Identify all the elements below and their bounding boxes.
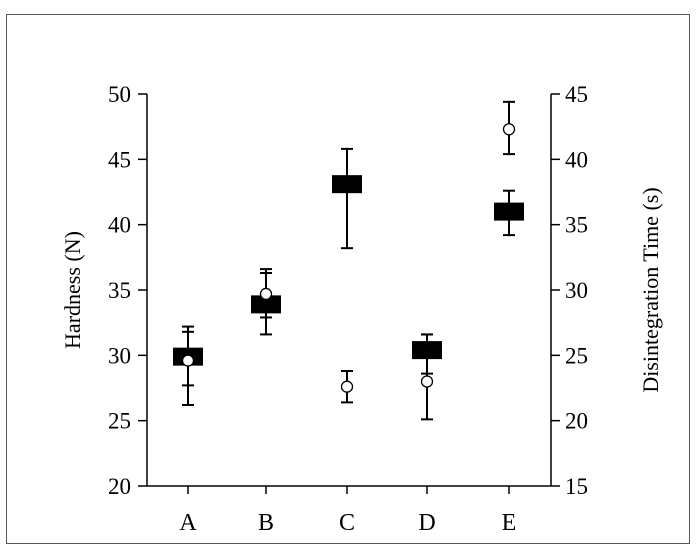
axes [146, 94, 552, 487]
data-marks [173, 100, 524, 421]
left-tick-label: 50 [108, 82, 131, 107]
left-tick-label: 35 [108, 278, 131, 303]
left-tick-label: 45 [108, 147, 131, 172]
x-tick-label: C [339, 510, 355, 532]
right-tick-label: 20 [565, 409, 588, 434]
disintegration-point [502, 123, 516, 136]
left-tick-label: 20 [108, 474, 131, 499]
left-tick-label: 40 [108, 213, 131, 238]
left-ticks: 20 25 30 35 40 45 50 [108, 82, 147, 499]
disintegration-point [340, 380, 354, 393]
right-tick-label: 40 [565, 147, 588, 172]
left-tick-label: 25 [108, 409, 131, 434]
x-tick-label: A [179, 510, 197, 532]
disintegration-point [181, 354, 195, 367]
disintegration-point [259, 287, 273, 301]
right-tick-label: 15 [565, 474, 588, 499]
hardness-point [332, 175, 362, 194]
right-tick-label: 45 [565, 82, 588, 107]
x-tick-label: B [258, 510, 274, 532]
right-tick-label: 35 [565, 213, 588, 238]
right-ticks: 15 20 25 30 35 40 45 [551, 82, 588, 499]
disintegration-point [420, 375, 434, 388]
x-tick-label: D [418, 510, 435, 532]
left-tick-label: 30 [108, 343, 131, 368]
hardness-point [494, 202, 524, 221]
x-ticks: A B C D E [179, 486, 516, 532]
right-tick-label: 30 [565, 278, 588, 303]
right-tick-label: 25 [565, 343, 588, 368]
y-axis-label-left: Hardness (N) [60, 231, 85, 349]
y-axis-label-right: Disintegration Time (s) [638, 187, 663, 392]
x-tick-label: E [502, 510, 517, 532]
chart-frame [6, 14, 690, 544]
chart: 20 25 30 35 40 45 50 15 20 25 30 35 40 45 A B C D E Hard… [60, 82, 663, 532]
